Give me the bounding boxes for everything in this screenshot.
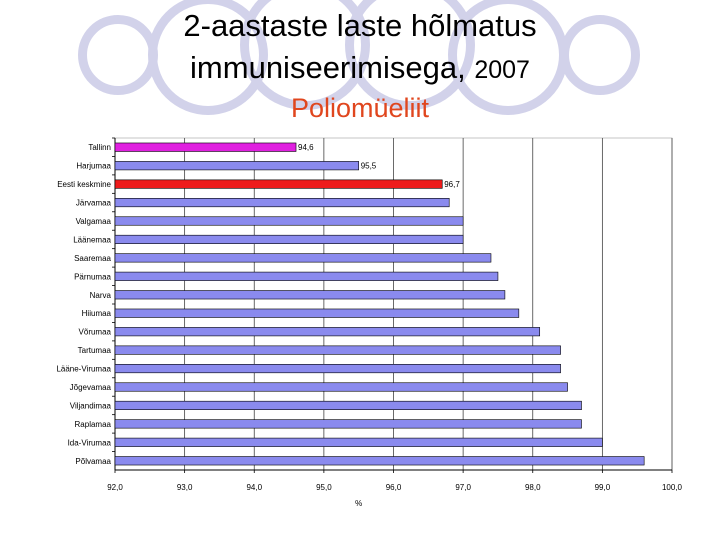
category-label: Raplamaa	[75, 420, 112, 429]
bar	[114, 234, 464, 244]
category-label: Jõgevamaa	[70, 383, 112, 392]
bar	[114, 327, 541, 337]
category-label: Saaremaa	[74, 254, 111, 263]
x-tick-label: 94,0	[246, 483, 262, 492]
chart-title-line1: 2-aastaste laste hõlmatus	[183, 8, 537, 43]
data-label: 96,7	[444, 180, 460, 189]
x-tick-label: 93,0	[177, 483, 193, 492]
chart-title-line2: immuniseerimisega, 2007	[0, 50, 720, 88]
bar	[114, 253, 492, 263]
chart-subtitle: Poliomüeliit	[290, 93, 430, 123]
category-label: Lääne-Virumaa	[56, 365, 111, 374]
x-tick-label: 97,0	[455, 483, 471, 492]
bar	[114, 437, 603, 447]
x-axis-label: %	[355, 499, 362, 508]
category-label: Pärnumaa	[74, 272, 111, 281]
x-tick-label: 98,0	[525, 483, 541, 492]
category-label: Tartumaa	[78, 346, 112, 355]
bar	[114, 216, 464, 226]
bar	[114, 345, 561, 355]
bar	[114, 179, 443, 189]
category-label: Ida-Virumaa	[68, 438, 112, 447]
decor-circle-6	[560, 15, 640, 95]
x-tick-label: 96,0	[386, 483, 402, 492]
bar	[114, 400, 582, 410]
bar	[114, 198, 450, 208]
x-tick-label: 92,0	[107, 483, 123, 492]
chart-title-line2-text: immuniseerimisega,	[190, 50, 475, 85]
x-tick-label: 99,0	[595, 483, 611, 492]
bar	[114, 290, 506, 300]
bar	[114, 142, 297, 152]
category-label: Põlvamaa	[75, 457, 111, 466]
category-label: Võrumaa	[79, 328, 112, 337]
category-label: Järvamaa	[76, 199, 112, 208]
x-tick-label: 100,0	[662, 483, 683, 492]
bar	[114, 308, 520, 318]
bar	[114, 456, 645, 466]
data-label: 95,5	[361, 162, 377, 171]
category-label: Tallinn	[88, 143, 111, 152]
category-label: Narva	[90, 291, 112, 300]
chart-title-year: 2007	[474, 56, 530, 84]
category-label: Läänemaa	[73, 235, 111, 244]
category-label: Harjumaa	[76, 162, 111, 171]
bar	[114, 161, 359, 171]
bar	[114, 382, 568, 392]
x-tick-label: 95,0	[316, 483, 332, 492]
bar	[114, 419, 582, 429]
category-label: Hiiumaa	[82, 309, 112, 318]
bar	[114, 364, 561, 374]
category-label: Eesti keskmine	[57, 180, 111, 189]
category-label: Valgamaa	[76, 217, 112, 226]
bar	[114, 271, 499, 281]
category-label: Viljandimaa	[70, 401, 112, 410]
data-label: 94,6	[298, 143, 314, 152]
